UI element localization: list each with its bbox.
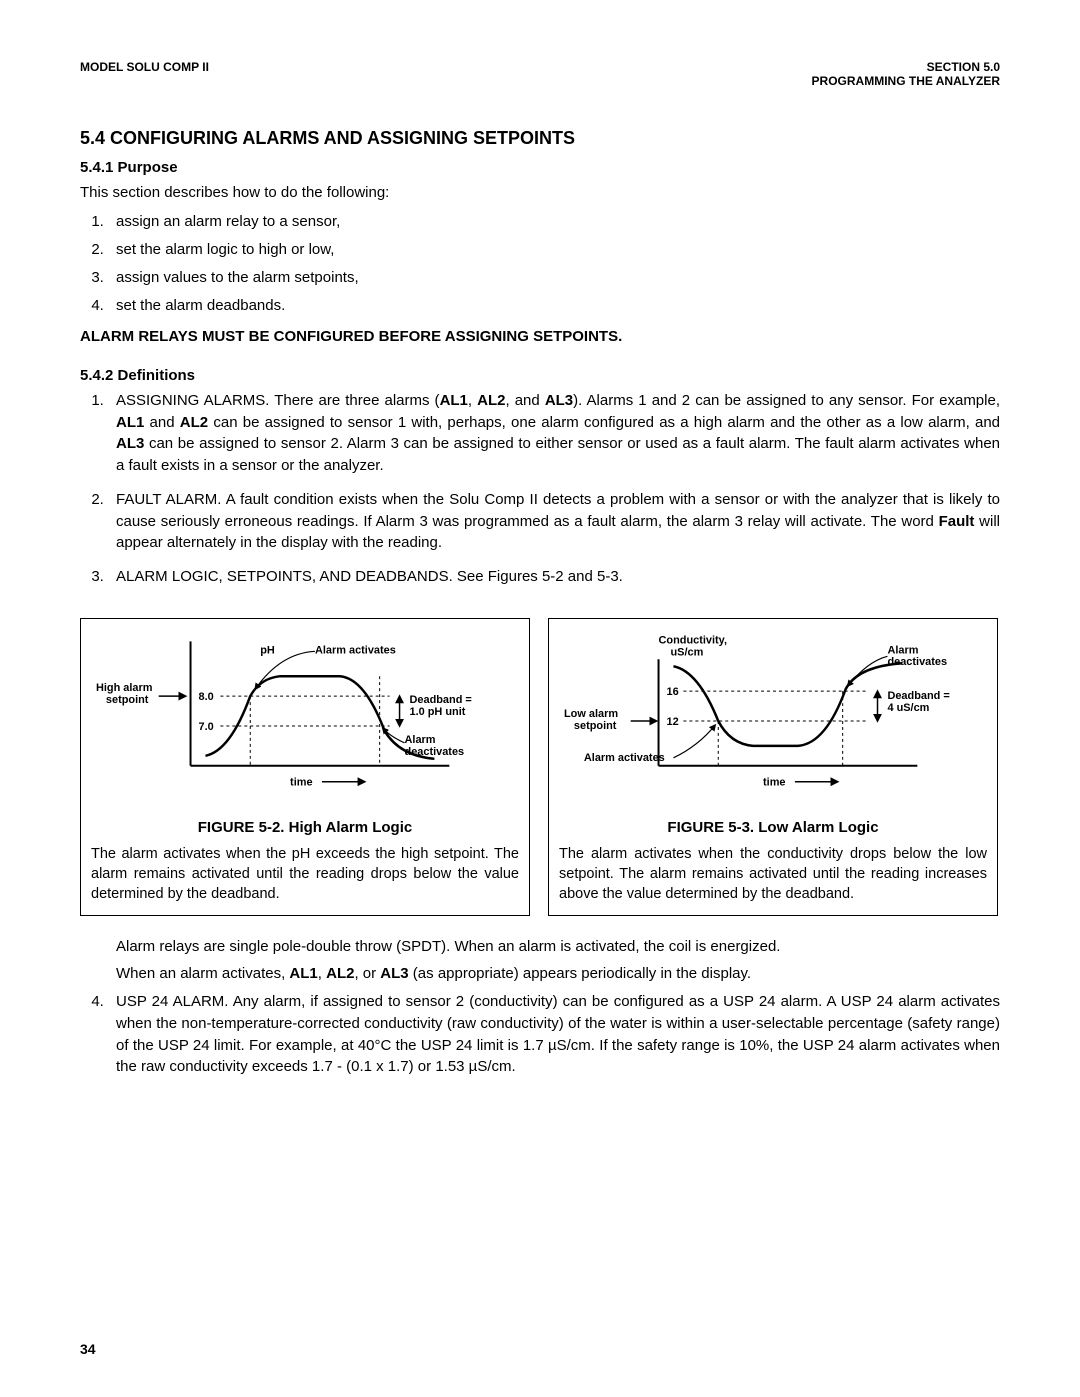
figure-5-2-caption: The alarm activates when the pH exceeds … xyxy=(91,844,519,905)
definition-item: ALARM LOGIC, SETPOINTS, AND DEADBANDS. S… xyxy=(108,566,1000,588)
y-axis-label: pH xyxy=(260,644,275,656)
definitions-list-continued: USP 24 ALARM. Any alarm, if assigned to … xyxy=(80,991,1000,1078)
purpose-item: set the alarm logic to high or low, xyxy=(108,238,1000,262)
deadband-value: 7.0 xyxy=(198,721,213,733)
y-axis-label-1: Conductivity, xyxy=(659,634,727,646)
setpoint-value: 12 xyxy=(666,716,678,728)
header-left: MODEL SOLU COMP II xyxy=(80,60,209,88)
purpose-heading: 5.4.1 Purpose xyxy=(80,159,1000,176)
x-axis-label: time xyxy=(763,776,786,788)
purpose-item: assign an alarm relay to a sensor, xyxy=(108,210,1000,234)
definition-item: USP 24 ALARM. Any alarm, if assigned to … xyxy=(108,991,1000,1078)
after-para-1: Alarm relays are single pole-double thro… xyxy=(116,936,1000,958)
figure-5-3-caption: The alarm activates when the conductivit… xyxy=(559,844,987,905)
deadband-label-1: Deadband = xyxy=(410,694,472,706)
figure-5-2-title: FIGURE 5-2. High Alarm Logic xyxy=(91,819,519,836)
figures-row: pH High alarm setpoint 8.0 7.0 Ala xyxy=(80,618,1000,916)
setpoint-label-1: High alarm xyxy=(96,682,153,694)
deadband-label-1: Deadband = xyxy=(887,690,949,702)
high-alarm-chart: pH High alarm setpoint 8.0 7.0 Ala xyxy=(91,631,519,806)
definitions-list: ASSIGNING ALARMS. There are three alarms… xyxy=(80,390,1000,588)
document-page: MODEL SOLU COMP II SECTION 5.0 PROGRAMMI… xyxy=(0,0,1080,1397)
page-number: 34 xyxy=(80,1341,96,1357)
setpoint-label-1: Low alarm xyxy=(564,708,618,720)
purpose-item: set the alarm deadbands. xyxy=(108,294,1000,318)
deactivate-label-1: Alarm xyxy=(887,644,918,656)
figure-5-3: Conductivity, uS/cm Low alarm setpoint 1… xyxy=(548,618,998,916)
deadband-label-2: 1.0 pH unit xyxy=(410,706,466,718)
x-axis-label: time xyxy=(290,776,313,788)
low-alarm-chart: Conductivity, uS/cm Low alarm setpoint 1… xyxy=(559,631,987,806)
deadband-value: 16 xyxy=(666,686,678,698)
definition-item: ASSIGNING ALARMS. There are three alarms… xyxy=(108,390,1000,477)
setpoint-value: 8.0 xyxy=(198,691,213,703)
config-warning: ALARM RELAYS MUST BE CONFIGURED BEFORE A… xyxy=(80,328,1000,345)
deadband-label-2: 4 uS/cm xyxy=(887,702,929,714)
setpoint-label-2: setpoint xyxy=(574,720,617,732)
deactivate-label-2: deactivates xyxy=(405,746,465,758)
purpose-intro: This section describes how to do the fol… xyxy=(80,182,1000,204)
definitions-heading: 5.4.2 Definitions xyxy=(80,367,1000,384)
definition-item: FAULT ALARM. A fault condition exists wh… xyxy=(108,489,1000,554)
figure-5-3-title: FIGURE 5-3. Low Alarm Logic xyxy=(559,819,987,836)
after-para-2: When an alarm activates, AL1, AL2, or AL… xyxy=(116,963,1000,985)
header-right-line1: SECTION 5.0 xyxy=(812,60,1000,74)
section-title: 5.4 CONFIGURING ALARMS AND ASSIGNING SET… xyxy=(80,128,1000,149)
header-right: SECTION 5.0 PROGRAMMING THE ANALYZER xyxy=(812,60,1000,88)
purpose-list: assign an alarm relay to a sensor, set t… xyxy=(80,210,1000,318)
deactivate-label-2: deactivates xyxy=(887,656,947,668)
purpose-item: assign values to the alarm setpoints, xyxy=(108,266,1000,290)
header-right-line2: PROGRAMMING THE ANALYZER xyxy=(812,74,1000,88)
figure-5-2: pH High alarm setpoint 8.0 7.0 Ala xyxy=(80,618,530,916)
activate-label: Alarm activates xyxy=(584,752,665,764)
y-axis-label-2: uS/cm xyxy=(670,646,703,658)
after-figures-block: Alarm relays are single pole-double thro… xyxy=(80,936,1000,986)
page-header: MODEL SOLU COMP II SECTION 5.0 PROGRAMMI… xyxy=(80,60,1000,88)
setpoint-label-2: setpoint xyxy=(106,694,149,706)
activate-label: Alarm activates xyxy=(315,644,396,656)
deactivate-label-1: Alarm xyxy=(405,734,436,746)
